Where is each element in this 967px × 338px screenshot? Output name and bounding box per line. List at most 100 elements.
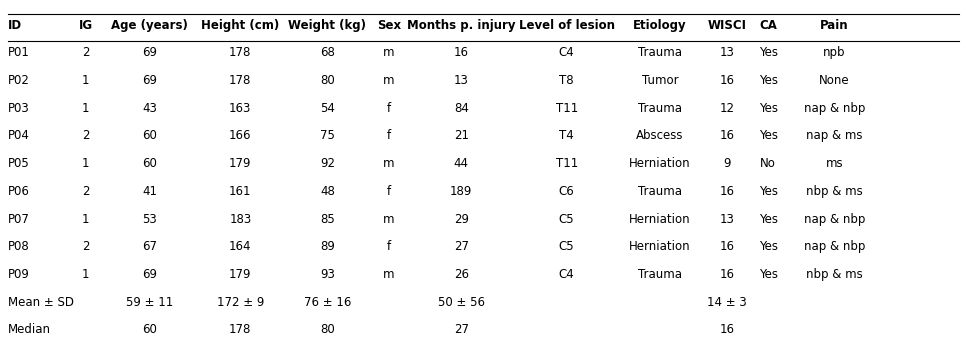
Text: f: f (387, 240, 391, 253)
Text: f: f (387, 102, 391, 115)
Text: nap & nbp: nap & nbp (804, 213, 865, 225)
Text: nap & nbp: nap & nbp (804, 102, 865, 115)
Text: 54: 54 (320, 102, 335, 115)
Text: Yes: Yes (759, 240, 777, 253)
Text: m: m (383, 74, 395, 87)
Text: nbp & ms: nbp & ms (806, 185, 863, 198)
Text: T4: T4 (559, 129, 574, 142)
Text: 84: 84 (454, 102, 469, 115)
Text: 178: 178 (229, 46, 251, 59)
Text: T8: T8 (559, 74, 574, 87)
Text: m: m (383, 213, 395, 225)
Text: 1: 1 (82, 102, 89, 115)
Text: 13: 13 (719, 46, 735, 59)
Text: 89: 89 (320, 240, 335, 253)
Text: P09: P09 (8, 268, 30, 281)
Text: 69: 69 (142, 74, 157, 87)
Text: P02: P02 (8, 74, 30, 87)
Text: 75: 75 (320, 129, 335, 142)
Text: C4: C4 (559, 46, 574, 59)
Text: 166: 166 (229, 129, 251, 142)
Text: Herniation: Herniation (630, 213, 690, 225)
Text: 161: 161 (229, 185, 251, 198)
Text: 67: 67 (142, 240, 157, 253)
Text: 92: 92 (320, 157, 335, 170)
Text: P07: P07 (8, 213, 30, 225)
Text: 178: 178 (229, 74, 251, 87)
Text: CA: CA (759, 19, 777, 31)
Text: Age (years): Age (years) (111, 19, 188, 31)
Text: 60: 60 (142, 323, 157, 336)
Text: Herniation: Herniation (630, 240, 690, 253)
Text: 16: 16 (719, 74, 735, 87)
Text: 1: 1 (82, 157, 89, 170)
Text: 178: 178 (229, 323, 251, 336)
Text: 16: 16 (719, 240, 735, 253)
Text: None: None (819, 74, 850, 87)
Text: 2: 2 (82, 129, 89, 142)
Text: 26: 26 (454, 268, 469, 281)
Text: 1: 1 (82, 268, 89, 281)
Text: C6: C6 (559, 185, 574, 198)
Text: Herniation: Herniation (630, 157, 690, 170)
Text: 2: 2 (82, 46, 89, 59)
Text: 41: 41 (142, 185, 157, 198)
Text: 29: 29 (454, 213, 469, 225)
Text: C4: C4 (559, 268, 574, 281)
Text: Median: Median (8, 323, 50, 336)
Text: 27: 27 (454, 323, 469, 336)
Text: 183: 183 (229, 213, 251, 225)
Text: Months p. injury: Months p. injury (407, 19, 515, 31)
Text: Tumor: Tumor (642, 74, 678, 87)
Text: f: f (387, 185, 391, 198)
Text: 27: 27 (454, 240, 469, 253)
Text: IG: IG (78, 19, 93, 31)
Text: nbp & ms: nbp & ms (806, 268, 863, 281)
Text: 48: 48 (320, 185, 335, 198)
Text: Abscess: Abscess (636, 129, 684, 142)
Text: 2: 2 (82, 185, 89, 198)
Text: 13: 13 (719, 213, 735, 225)
Text: Sex: Sex (377, 19, 400, 31)
Text: Yes: Yes (759, 185, 777, 198)
Text: T11: T11 (555, 157, 578, 170)
Text: 16: 16 (719, 268, 735, 281)
Text: 50 ± 56: 50 ± 56 (438, 296, 484, 309)
Text: nap & ms: nap & ms (806, 129, 863, 142)
Text: 172 ± 9: 172 ± 9 (217, 296, 264, 309)
Text: Weight (kg): Weight (kg) (288, 19, 366, 31)
Text: Level of lesion: Level of lesion (518, 19, 615, 31)
Text: Trauma: Trauma (638, 102, 682, 115)
Text: Yes: Yes (759, 268, 777, 281)
Text: 43: 43 (142, 102, 157, 115)
Text: C5: C5 (559, 213, 574, 225)
Text: 16: 16 (719, 185, 735, 198)
Text: 9: 9 (723, 157, 731, 170)
Text: Height (cm): Height (cm) (201, 19, 279, 31)
Text: ID: ID (8, 19, 22, 31)
Text: 59 ± 11: 59 ± 11 (126, 296, 173, 309)
Text: Yes: Yes (759, 102, 777, 115)
Text: P06: P06 (8, 185, 30, 198)
Text: Yes: Yes (759, 213, 777, 225)
Text: ms: ms (826, 157, 843, 170)
Text: T11: T11 (555, 102, 578, 115)
Text: 1: 1 (82, 74, 89, 87)
Text: Mean ± SD: Mean ± SD (8, 296, 73, 309)
Text: P01: P01 (8, 46, 30, 59)
Text: 44: 44 (454, 157, 469, 170)
Text: Yes: Yes (759, 129, 777, 142)
Text: m: m (383, 157, 395, 170)
Text: 53: 53 (142, 213, 157, 225)
Text: nap & nbp: nap & nbp (804, 240, 865, 253)
Text: 179: 179 (229, 157, 251, 170)
Text: 14 ± 3: 14 ± 3 (707, 296, 747, 309)
Text: 76 ± 16: 76 ± 16 (304, 296, 351, 309)
Text: 93: 93 (320, 268, 335, 281)
Text: 16: 16 (719, 129, 735, 142)
Text: 69: 69 (142, 46, 157, 59)
Text: 85: 85 (320, 213, 335, 225)
Text: m: m (383, 46, 395, 59)
Text: Yes: Yes (759, 74, 777, 87)
Text: 179: 179 (229, 268, 251, 281)
